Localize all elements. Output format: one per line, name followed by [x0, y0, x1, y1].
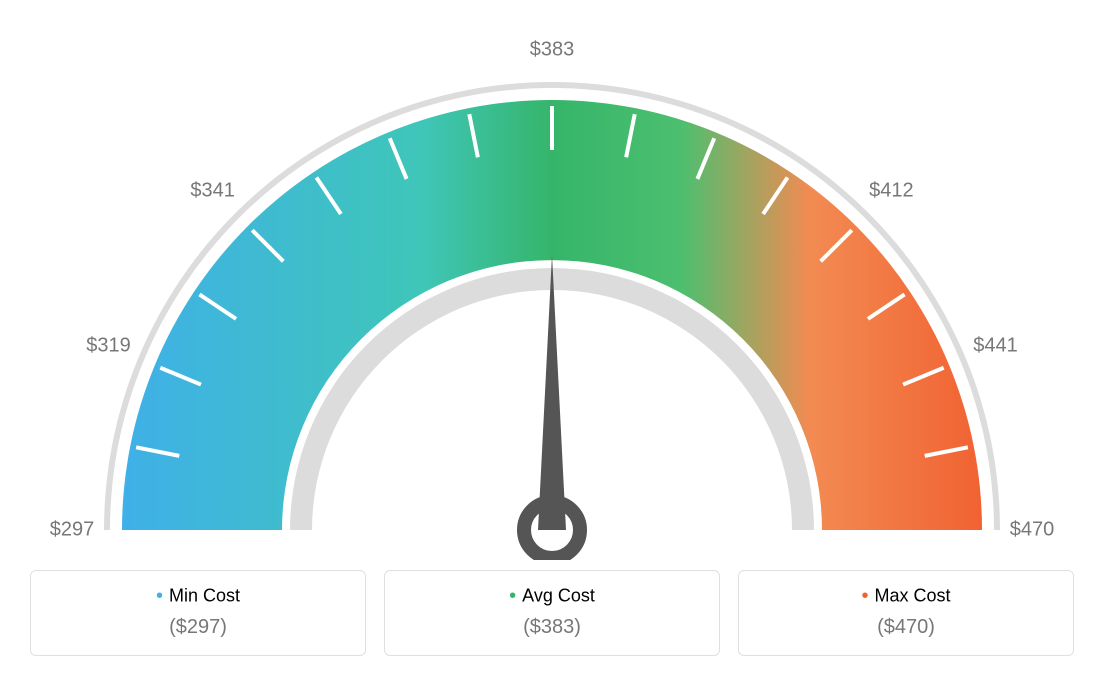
gauge-tick-label: $297	[50, 519, 95, 542]
legend-title-max: • Max Cost	[739, 585, 1073, 608]
gauge-tick-label: $412	[869, 179, 914, 202]
legend-label-max: Max Cost	[874, 585, 950, 605]
legend-title-avg: • Avg Cost	[385, 585, 719, 608]
legend-value-min: ($297)	[31, 616, 365, 639]
gauge-tick-label: $470	[1010, 519, 1055, 542]
gauge-tick-label: $383	[530, 39, 575, 62]
gauge-tick-label: $441	[973, 335, 1018, 358]
legend-label-min: Min Cost	[169, 585, 240, 605]
gauge-tick-label: $341	[190, 179, 235, 202]
bullet-icon-min: •	[156, 585, 163, 607]
legend-card-max: • Max Cost ($470)	[738, 570, 1074, 656]
legend-card-min: • Min Cost ($297)	[30, 570, 366, 656]
legend-title-min: • Min Cost	[31, 585, 365, 608]
gauge-tick-label: $319	[86, 335, 131, 358]
bullet-icon-max: •	[861, 585, 868, 607]
legend-row: • Min Cost ($297) • Avg Cost ($383) • Max C…	[0, 570, 1104, 656]
legend-label-avg: Avg Cost	[522, 585, 595, 605]
legend-value-max: ($470)	[739, 616, 1073, 639]
bullet-icon-avg: •	[509, 585, 516, 607]
gauge-svg	[0, 0, 1104, 560]
legend-value-avg: ($383)	[385, 616, 719, 639]
legend-card-avg: • Avg Cost ($383)	[384, 570, 720, 656]
gauge-chart: $297 $319 $341 $383 $412 $441 $470	[0, 0, 1104, 560]
